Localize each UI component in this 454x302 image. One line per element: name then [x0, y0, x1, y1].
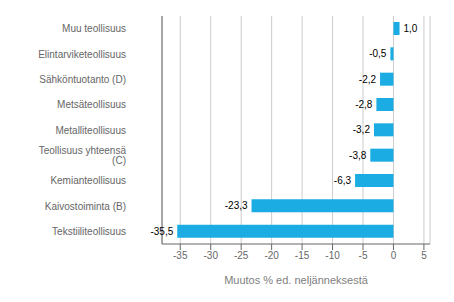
- svg-text:Metalliteollisuus: Metalliteollisuus: [55, 125, 126, 136]
- svg-text:-25: -25: [234, 250, 249, 261]
- svg-text:Tekstiiliteollisuus: Tekstiiliteollisuus: [52, 226, 126, 237]
- svg-text:Kaivostoiminta (B): Kaivostoiminta (B): [45, 201, 126, 212]
- svg-text:-0,5: -0,5: [369, 48, 387, 59]
- svg-text:-6,3: -6,3: [334, 175, 352, 186]
- svg-text:5: 5: [421, 250, 427, 261]
- svg-text:Sähköntuotanto (D): Sähköntuotanto (D): [39, 74, 126, 85]
- svg-text:-5: -5: [359, 250, 368, 261]
- svg-text:Metsäteollisuus: Metsäteollisuus: [57, 99, 126, 110]
- svg-text:1,0: 1,0: [404, 23, 418, 34]
- svg-text:-35,5: -35,5: [150, 226, 173, 237]
- svg-text:Kemianteollisuus: Kemianteollisuus: [50, 175, 126, 186]
- svg-text:-30: -30: [204, 250, 219, 261]
- svg-text:Elintarviketeollisuus: Elintarviketeollisuus: [38, 49, 126, 60]
- svg-text:-23,3: -23,3: [225, 200, 248, 211]
- svg-text:-10: -10: [325, 250, 340, 261]
- svg-text:-15: -15: [295, 250, 310, 261]
- svg-text:-2,2: -2,2: [359, 74, 377, 85]
- svg-text:-3,8: -3,8: [349, 150, 367, 161]
- svg-text:Muu teollisuus: Muu teollisuus: [62, 23, 126, 34]
- svg-text:Muutos % ed. neljänneksestä: Muutos % ed. neljänneksestä: [224, 274, 369, 286]
- svg-text:-35: -35: [173, 250, 188, 261]
- svg-text:-2,8: -2,8: [355, 99, 373, 110]
- svg-text:0: 0: [391, 250, 397, 261]
- svg-text:-3,2: -3,2: [353, 124, 371, 135]
- svg-text:-20: -20: [264, 250, 279, 261]
- svg-text:Teollisuus yhteensä(C): Teollisuus yhteensä(C): [39, 145, 127, 166]
